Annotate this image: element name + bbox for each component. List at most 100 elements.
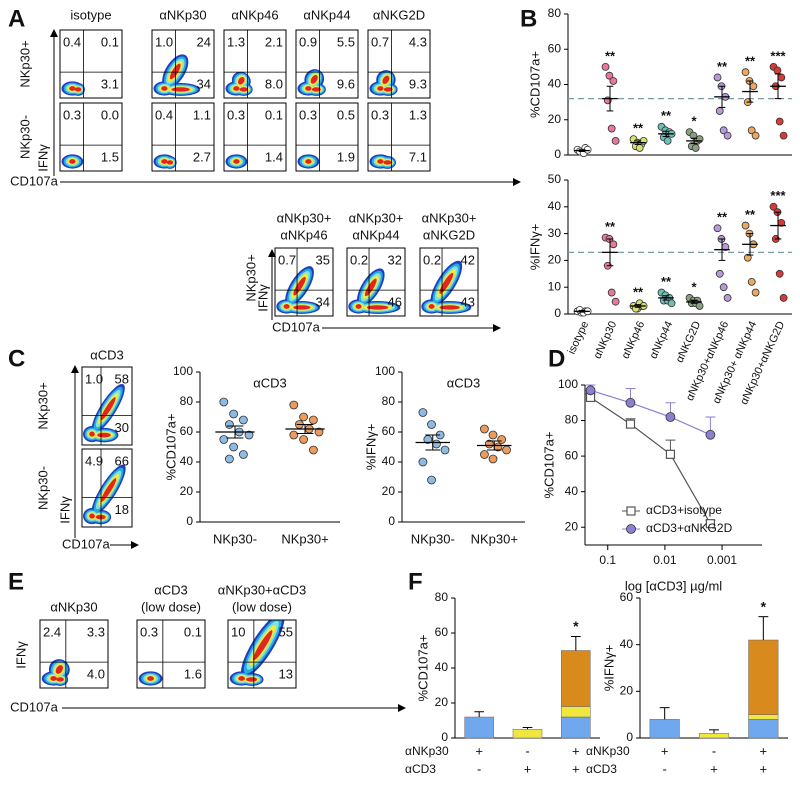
quadrant-value: 4.0 — [87, 667, 105, 682]
y-tick-label: 80 — [548, 6, 562, 20]
column-header: αNKp30 — [50, 599, 97, 614]
quadrant-value: 1.6 — [184, 667, 202, 682]
quadrant-value: 1.1 — [193, 107, 211, 122]
column-header: αCD3 — [90, 347, 124, 362]
y-tick-label: 60 — [565, 448, 579, 462]
x-tick-label: αNKG2D — [674, 319, 704, 364]
density-core — [305, 86, 312, 91]
data-point — [502, 445, 511, 455]
column-header: αNKp30 — [159, 7, 206, 22]
y-axis-label: %IFNγ+ — [601, 645, 616, 692]
density-right — [166, 160, 174, 165]
condition-sign: - — [525, 743, 529, 758]
flow-frame — [295, 29, 359, 99]
quadrant-value: 10 — [231, 624, 245, 639]
panel-label: F — [408, 568, 423, 595]
y-tick-label: 0 — [441, 730, 448, 744]
y-tick-label: 80 — [565, 413, 579, 427]
marker — [625, 397, 636, 408]
y-tick-label: 0 — [554, 147, 561, 161]
axis-label: CD107a — [62, 536, 110, 551]
density-core — [69, 86, 76, 91]
quadrant-value: 0.3 — [140, 624, 158, 639]
density-core — [69, 159, 76, 164]
quadrant-value: 58 — [115, 371, 129, 386]
flow-frame — [419, 247, 479, 317]
y-tick-label: 0 — [554, 306, 561, 320]
marker — [665, 449, 676, 459]
condition-label: αCD3 — [586, 762, 617, 776]
bar-segment — [561, 706, 591, 718]
data-point — [601, 62, 610, 71]
quadrant-value: 0.9 — [299, 34, 317, 49]
marker — [705, 519, 715, 529]
y-tick-label: 40 — [548, 77, 562, 91]
x-tick-label: NKp30- — [411, 531, 455, 546]
flow-density — [61, 81, 85, 96]
column-header: αNKp30+ — [349, 210, 404, 225]
data-point — [289, 430, 299, 440]
data-point — [219, 397, 229, 407]
data-point — [747, 126, 756, 135]
y-tick-label: 20 — [180, 484, 194, 498]
y-tick-label: 40 — [620, 637, 634, 651]
density-right — [293, 305, 311, 310]
data-point — [609, 77, 618, 85]
density-right — [239, 87, 248, 92]
y-tick-label: 20 — [382, 484, 396, 498]
density-right — [439, 305, 460, 310]
y-axis-label: %IFNγ+ — [527, 224, 542, 271]
significance: ** — [633, 121, 644, 136]
data-point — [497, 435, 507, 444]
quadrant-value: 1.0 — [85, 371, 103, 386]
data-point — [719, 283, 728, 292]
y-tick-label: 60 — [435, 625, 449, 639]
quadrant-value: 8.0 — [265, 77, 283, 92]
significance: ** — [745, 207, 756, 222]
axis-label: IFNγ — [255, 284, 270, 312]
quadrant-value: 1.9 — [337, 150, 355, 165]
data-point — [308, 415, 318, 425]
quadrant-value: 46 — [388, 295, 402, 310]
y-tick-label: 60 — [620, 590, 634, 604]
row-label: NKp30+ — [243, 254, 258, 301]
chart-title: αCD3 — [253, 375, 287, 390]
data-point — [719, 126, 728, 135]
bar-segment — [748, 639, 779, 715]
y-axis-label: %CD107a+ — [415, 635, 430, 702]
y-tick-label: 40 — [565, 484, 579, 498]
flow-frame — [223, 102, 287, 172]
y-tick-label: 60 — [180, 424, 194, 438]
data-point — [480, 450, 489, 459]
flow-frame — [274, 247, 334, 317]
condition-sign: + — [760, 761, 768, 776]
axis-label: CD107a — [272, 319, 320, 334]
data-point — [244, 430, 254, 440]
density-diag — [382, 75, 390, 85]
y-tick-label: 50 — [548, 172, 562, 186]
density-right — [245, 677, 258, 682]
quadrant-value: 0.7 — [371, 34, 389, 49]
y-tick-label: 20 — [620, 684, 634, 698]
y-tick-label: 40 — [382, 454, 396, 468]
column-header: isotype — [70, 7, 111, 22]
x-tick-label: NKp30+ — [281, 531, 328, 546]
chart-title: αCD3 — [447, 375, 481, 390]
quadrant-value: 1.4 — [265, 150, 283, 165]
axis-label: IFNγ — [57, 496, 72, 524]
data-point — [723, 294, 732, 302]
quadrant-value: 9.3 — [409, 77, 427, 92]
density-right — [366, 305, 389, 310]
y-tick-label: 40 — [548, 199, 562, 213]
quadrant-value: 42 — [461, 252, 475, 267]
significance: ** — [717, 59, 728, 74]
flow-frame — [81, 366, 133, 446]
data-point — [607, 124, 616, 133]
data-point — [308, 445, 318, 455]
quadrant-value: 24 — [197, 34, 211, 49]
significance: *** — [770, 188, 786, 203]
quadrant-value: 13 — [279, 667, 293, 682]
flow-density — [153, 154, 177, 169]
row-label: NKp30+ — [35, 382, 50, 429]
